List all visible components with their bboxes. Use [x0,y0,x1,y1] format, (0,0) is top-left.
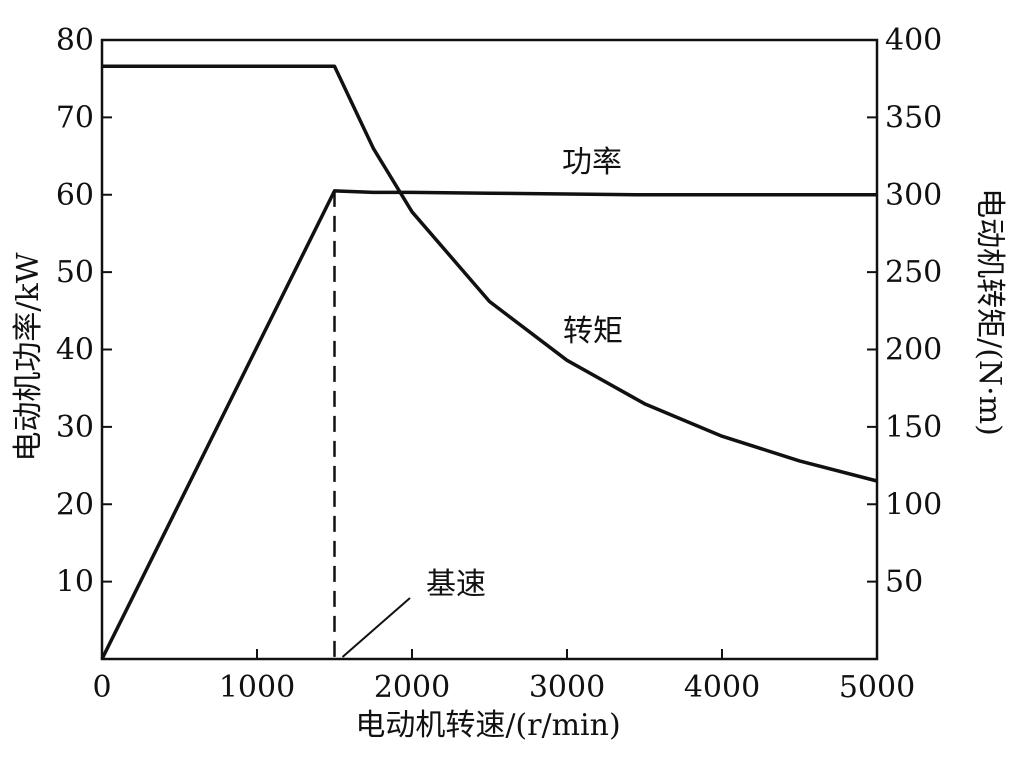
y-right-tick-label: 200 [885,333,942,368]
y-left-tick-label: 80 [56,23,94,58]
plot-border [100,38,879,661]
y-right-tick-label: 400 [885,23,942,58]
power-series-label: 功率 [562,145,622,180]
x-tick-label: 0 [92,670,111,705]
series-lines [100,64,878,660]
plot-frame [100,38,879,661]
x-tick-label: 5000 [839,670,915,705]
y-right-tick-label: 100 [885,487,942,522]
y-right-tick-label: 250 [885,255,942,290]
y-left-tick-label: 70 [56,100,94,135]
x-tick-label: 2000 [374,670,450,705]
tick-marks [102,116,877,659]
y-left-tick-label: 20 [56,487,94,522]
base-speed-pointer [341,597,411,658]
x-tick-label: 4000 [684,670,760,705]
y-left-tick-label: 30 [56,410,94,445]
series-line [102,64,878,483]
y-left-tick-label: 60 [56,178,94,213]
y-left-tick-label: 50 [56,255,94,290]
y-right-tick-label: 300 [885,178,942,213]
torque-series-label: 转矩 [563,314,623,349]
y-right-tick-label: 150 [885,410,942,445]
y-left-tick-label: 10 [56,565,94,600]
series-line [100,189,877,660]
y-right-tick-label: 350 [885,100,942,135]
y-axis-right-title: 电动机转矩/(N·m) [972,188,1007,436]
base-speed-label: 基速 [426,567,486,602]
y-left-tick-label: 40 [56,333,94,368]
x-tick-label: 3000 [529,670,605,705]
y-axis-left-title: 电动机功率/kW [11,252,46,461]
y-right-tick-label: 50 [885,565,923,600]
tick-labels: 0 1000 2000 3000 4000 5000 10 20 30 40 50 60 70 80 50 1… [56,23,942,705]
x-axis-title: 电动机转速/(r/min) [355,708,620,743]
x-tick-label: 1000 [219,670,295,705]
